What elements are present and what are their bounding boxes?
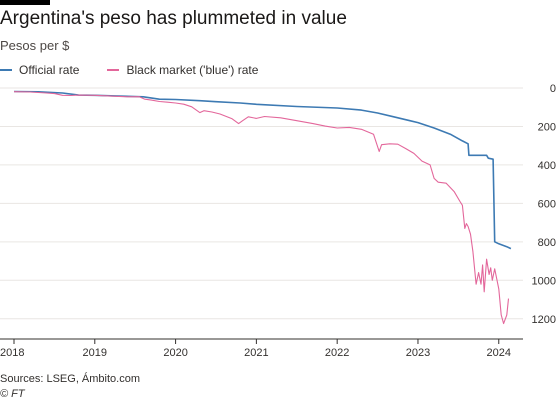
x-tick-label-2020: 2020	[163, 347, 187, 359]
official-rate-line	[13, 90, 512, 250]
legend-item-blue: Black market ('blue') rate	[107, 63, 258, 77]
y-tick-label-0: 0	[550, 83, 556, 95]
chart-title: Argentina's peso has plummeted in value	[0, 8, 347, 29]
x-tick-label-2021: 2021	[244, 347, 268, 359]
copyright-credit: © FT	[0, 388, 25, 400]
x-tick-label-2022: 2022	[325, 347, 349, 359]
x-tick-label-2023: 2023	[406, 347, 430, 359]
y-tick-label-1200: 1200	[532, 314, 556, 326]
y-tick-label-200: 200	[538, 121, 556, 133]
y-tick-label-600: 600	[538, 198, 556, 210]
legend-label-official: Official rate	[19, 63, 80, 77]
legend-swatch-official	[0, 69, 12, 71]
blue-rate-line	[13, 91, 510, 325]
y-tick-label-1000: 1000	[532, 275, 556, 287]
legend-swatch-blue	[107, 69, 120, 71]
x-tick-label-2018: 2018	[0, 347, 24, 359]
x-tick-label-2019: 2019	[83, 347, 107, 359]
source-note: Sources: LSEG, Ámbito.com	[0, 373, 140, 385]
chart-subtitle: Pesos per $	[0, 38, 70, 53]
legend: Official rate Black market ('blue') rate	[0, 63, 286, 77]
brand-bar	[0, 0, 50, 5]
legend-item-official: Official rate	[0, 63, 79, 77]
legend-label-blue: Black market ('blue') rate	[126, 63, 259, 77]
x-tick-label-2024: 2024	[487, 347, 511, 359]
y-tick-label-400: 400	[538, 160, 556, 172]
y-tick-label-800: 800	[538, 237, 556, 249]
